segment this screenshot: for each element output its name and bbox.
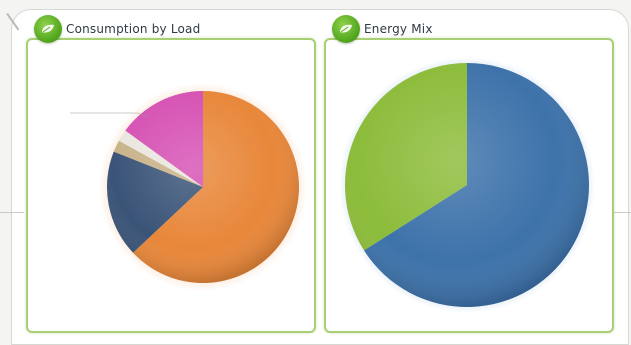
corner-decoration [6,1,36,31]
leaf-icon[interactable] [34,15,62,43]
energy-mix-panel-title: Energy Mix [364,22,433,36]
energy-mix-panel-header: Energy Mix [332,14,433,44]
consumption-panel [26,38,316,333]
right-divider [612,212,631,213]
consumption-panel-title: Consumption by Load [66,22,201,36]
consumption-panel-header: Consumption by Load [34,14,200,44]
left-divider [0,212,24,213]
energy-mix-panel [324,38,614,333]
leaf-icon[interactable] [332,15,360,43]
